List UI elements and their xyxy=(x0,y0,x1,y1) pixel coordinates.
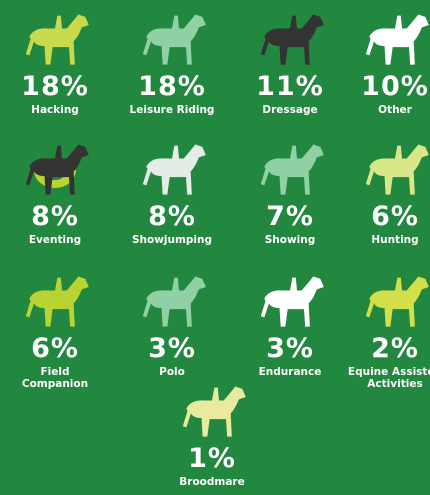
percentage: 3% xyxy=(266,333,314,364)
percentage: 18% xyxy=(138,71,206,102)
percentage: 11% xyxy=(256,71,324,102)
percentage: 6% xyxy=(31,333,79,364)
activity-label: Showjumping xyxy=(131,234,213,246)
percentage: 8% xyxy=(148,201,196,232)
horse-icon xyxy=(177,382,247,440)
activity-label: Other xyxy=(378,104,412,116)
horse-icon xyxy=(255,10,325,68)
horse-icon xyxy=(360,10,430,68)
activity-label: Polo xyxy=(159,366,185,378)
horse-icon xyxy=(137,140,207,198)
activity-label: Broodmare xyxy=(179,476,245,488)
percentage: 6% xyxy=(371,201,419,232)
percentage: 8% xyxy=(31,201,79,232)
activity-label: Leisure Riding xyxy=(129,104,215,116)
activity-label: Endurance xyxy=(258,366,322,378)
activity-label: Hacking xyxy=(31,104,79,116)
horse-icon xyxy=(137,10,207,68)
percentage: 18% xyxy=(21,71,89,102)
horse-icon xyxy=(360,272,430,330)
horse-icon xyxy=(360,140,430,198)
activity-label: Eventing xyxy=(28,234,82,246)
activity-label: Showing xyxy=(264,234,316,246)
activity-label: Dressage xyxy=(262,104,318,116)
horse-icon xyxy=(20,10,90,68)
activity-label: Field Companion xyxy=(21,366,89,390)
horse-icon xyxy=(20,140,90,198)
horse-icon xyxy=(255,140,325,198)
horse-icon xyxy=(137,272,207,330)
percentage: 1% xyxy=(188,443,236,474)
activity-label: Equine Assisted Activities xyxy=(347,366,430,390)
horse-icon xyxy=(20,272,90,330)
activity-label: Hunting xyxy=(371,234,419,246)
percentage: 3% xyxy=(148,333,196,364)
percentage: 10% xyxy=(361,71,429,102)
percentage: 2% xyxy=(371,333,419,364)
horse-icon xyxy=(255,272,325,330)
percentage: 7% xyxy=(266,201,314,232)
